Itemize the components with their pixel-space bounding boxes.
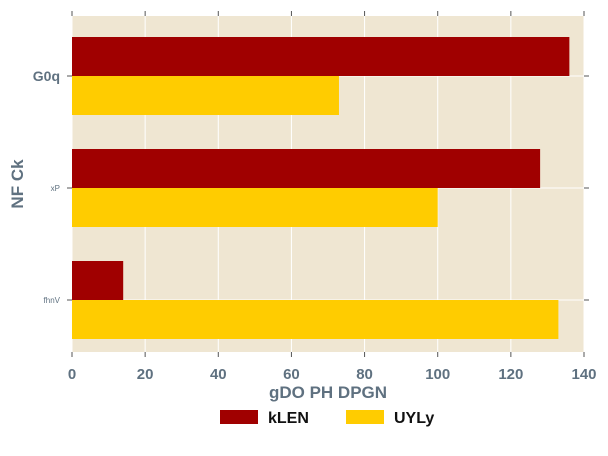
bars-group bbox=[72, 37, 570, 339]
bar-UYLy-G0q bbox=[72, 76, 339, 115]
x-tick-label: 140 bbox=[571, 366, 596, 383]
y-axis-title: NF Ck bbox=[8, 159, 27, 209]
x-tick-label: 60 bbox=[283, 366, 300, 383]
bar-kLEN-fhnV bbox=[72, 261, 124, 300]
bar-kLEN-xP bbox=[72, 149, 541, 188]
axis-ticks bbox=[67, 11, 589, 357]
bar-kLEN-G0q bbox=[72, 37, 570, 76]
legend-label-kLEN: kLEN bbox=[268, 410, 309, 427]
x-tick-label: 80 bbox=[356, 366, 373, 383]
x-tick-label: 20 bbox=[137, 366, 154, 383]
legend: kLEN UYLy bbox=[220, 410, 434, 427]
x-tick-label: 0 bbox=[68, 366, 76, 383]
x-tick-label: 100 bbox=[425, 366, 450, 383]
category-labels: G0q xP fhnV bbox=[33, 68, 61, 305]
bar-UYLy-xP bbox=[72, 188, 438, 227]
category-label: fhnV bbox=[44, 296, 61, 305]
legend-swatch-UYLy bbox=[346, 410, 384, 424]
category-label: G0q bbox=[33, 68, 60, 84]
legend-swatch-kLEN bbox=[220, 410, 258, 424]
x-axis-title: gDO PH DPGN bbox=[269, 383, 387, 402]
x-tick-labels: 0 20 40 60 80 100 120 140 bbox=[68, 366, 597, 383]
legend-label-UYLy: UYLy bbox=[394, 410, 434, 427]
category-label: xP bbox=[51, 184, 60, 193]
x-tick-label: 40 bbox=[210, 366, 227, 383]
bar-UYLy-fhnV bbox=[72, 300, 559, 339]
x-tick-label: 120 bbox=[498, 366, 523, 383]
